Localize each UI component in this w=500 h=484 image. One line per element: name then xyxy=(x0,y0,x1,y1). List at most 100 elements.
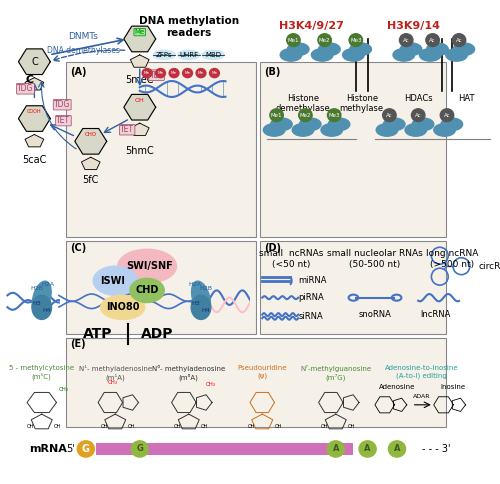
Text: 5fC: 5fC xyxy=(82,175,99,185)
Ellipse shape xyxy=(342,48,364,61)
Text: Ac: Ac xyxy=(415,113,422,118)
Text: TET: TET xyxy=(150,71,164,80)
Ellipse shape xyxy=(32,295,52,319)
Text: Me: Me xyxy=(144,71,150,75)
FancyBboxPatch shape xyxy=(66,62,256,237)
Ellipse shape xyxy=(202,50,224,60)
Text: N⁷-methylguanosine
(m⁷G): N⁷-methylguanosine (m⁷G) xyxy=(300,365,372,381)
Text: OH: OH xyxy=(128,424,135,429)
Ellipse shape xyxy=(264,124,285,136)
Text: ADP: ADP xyxy=(140,327,173,341)
Polygon shape xyxy=(75,129,106,154)
Ellipse shape xyxy=(441,118,462,131)
Text: DNMTs: DNMTs xyxy=(68,32,98,41)
Text: Me2: Me2 xyxy=(319,38,330,43)
Text: ZFPs: ZFPs xyxy=(156,52,172,58)
Text: Me2: Me2 xyxy=(300,113,311,118)
Polygon shape xyxy=(25,77,44,90)
Circle shape xyxy=(210,69,220,77)
Polygon shape xyxy=(124,26,156,52)
Text: A: A xyxy=(364,444,371,454)
Text: Ac: Ac xyxy=(386,113,392,118)
Polygon shape xyxy=(25,135,44,147)
Ellipse shape xyxy=(376,124,398,136)
Circle shape xyxy=(359,441,376,457)
Polygon shape xyxy=(18,49,50,75)
Ellipse shape xyxy=(192,281,210,314)
Text: 5hmC: 5hmC xyxy=(126,146,154,156)
Text: ADAR: ADAR xyxy=(413,394,430,399)
Text: piRNA: piRNA xyxy=(298,293,324,302)
Ellipse shape xyxy=(405,124,426,136)
Text: A: A xyxy=(394,444,400,454)
Ellipse shape xyxy=(280,48,302,61)
Text: (E): (E) xyxy=(70,339,86,349)
Ellipse shape xyxy=(32,281,51,314)
Ellipse shape xyxy=(178,50,200,60)
Circle shape xyxy=(156,69,166,77)
FancyBboxPatch shape xyxy=(66,241,256,334)
Ellipse shape xyxy=(318,43,340,56)
Text: H3K9/14: H3K9/14 xyxy=(387,21,440,31)
Text: DNA demethylases: DNA demethylases xyxy=(47,45,120,55)
Text: Adenosine: Adenosine xyxy=(379,383,415,390)
Text: Ac: Ac xyxy=(403,38,409,43)
Text: 5': 5' xyxy=(66,444,75,454)
Text: mRNA: mRNA xyxy=(30,444,68,454)
Text: miRNA: miRNA xyxy=(298,276,326,285)
Ellipse shape xyxy=(393,48,414,61)
Circle shape xyxy=(452,34,466,46)
Text: Me: Me xyxy=(134,29,145,35)
Text: (A): (A) xyxy=(70,67,87,77)
Text: OH: OH xyxy=(274,424,282,429)
Text: H2A: H2A xyxy=(42,282,54,287)
Text: - - - 3': - - - 3' xyxy=(422,444,450,454)
Text: (D): (D) xyxy=(264,242,281,253)
Circle shape xyxy=(142,69,152,77)
Ellipse shape xyxy=(292,124,314,136)
Text: CHD: CHD xyxy=(136,286,159,295)
Text: INO80: INO80 xyxy=(106,302,140,312)
Ellipse shape xyxy=(153,50,176,60)
FancyBboxPatch shape xyxy=(66,338,446,427)
Text: Me: Me xyxy=(158,71,164,75)
FancyBboxPatch shape xyxy=(260,241,446,334)
Text: TDG: TDG xyxy=(54,100,70,109)
Text: OH: OH xyxy=(54,424,62,429)
Text: circRNA: circRNA xyxy=(478,262,500,271)
Ellipse shape xyxy=(118,249,176,283)
Text: SWI/SNF: SWI/SNF xyxy=(126,261,173,271)
Ellipse shape xyxy=(288,43,309,56)
Text: siRNA: siRNA xyxy=(298,312,323,321)
Ellipse shape xyxy=(400,43,422,56)
Ellipse shape xyxy=(446,48,468,61)
Circle shape xyxy=(328,109,341,121)
Ellipse shape xyxy=(93,266,138,295)
Text: G: G xyxy=(136,444,143,454)
Circle shape xyxy=(440,109,454,121)
Text: Inosine: Inosine xyxy=(441,383,466,390)
Text: Histone
demethylase: Histone demethylase xyxy=(276,93,330,113)
FancyBboxPatch shape xyxy=(96,443,353,455)
Ellipse shape xyxy=(420,48,441,61)
Text: Ac: Ac xyxy=(430,38,436,43)
Text: Me: Me xyxy=(184,71,190,75)
Ellipse shape xyxy=(130,278,164,302)
Circle shape xyxy=(298,109,312,121)
Text: TET: TET xyxy=(56,116,70,125)
Text: COOH: COOH xyxy=(27,109,42,114)
Text: Me3: Me3 xyxy=(350,38,362,43)
Ellipse shape xyxy=(412,118,434,131)
Ellipse shape xyxy=(312,48,333,61)
Text: small  ncRNAs
(<50 nt): small ncRNAs (<50 nt) xyxy=(259,249,323,269)
Text: OH: OH xyxy=(135,98,144,103)
Text: HAT: HAT xyxy=(458,93,474,103)
Text: snoRNA: snoRNA xyxy=(358,310,392,319)
Text: H3K4/9/27: H3K4/9/27 xyxy=(279,21,344,31)
Text: OH: OH xyxy=(248,424,255,429)
Circle shape xyxy=(426,34,440,46)
Text: MBD: MBD xyxy=(206,52,221,58)
Circle shape xyxy=(270,109,283,121)
Circle shape xyxy=(131,441,148,457)
Text: 5meC: 5meC xyxy=(126,76,154,85)
